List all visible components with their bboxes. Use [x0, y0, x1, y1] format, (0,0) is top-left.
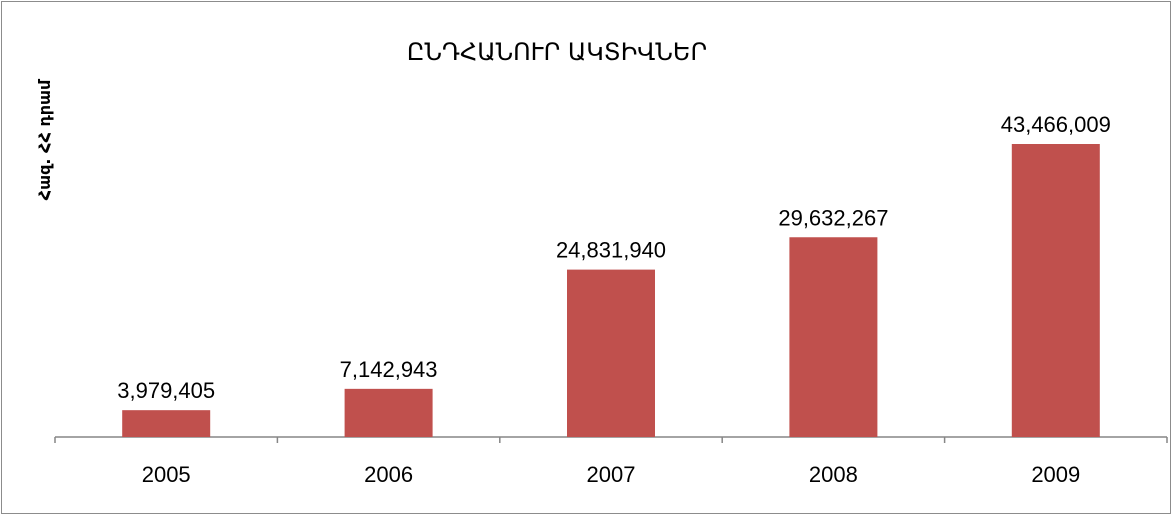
- bars: [122, 144, 1100, 437]
- x-tick-label-2006: 2006: [364, 462, 413, 487]
- x-axis-ticks: [54, 437, 1168, 443]
- x-tick-label-2005: 2005: [142, 462, 191, 487]
- x-tick-label-2007: 2007: [587, 462, 636, 487]
- data-label-2005: 3,979,405: [117, 378, 215, 403]
- bar-2007: [567, 269, 655, 437]
- data-label-2007: 24,831,940: [556, 238, 666, 263]
- data-label-2009: 43,466,009: [1001, 112, 1111, 137]
- y-axis-label: Հազ. ՀՀ դրամ: [35, 78, 54, 200]
- data-label-2006: 7,142,943: [340, 357, 438, 382]
- bar-2005: [122, 410, 211, 437]
- bar-2006: [344, 388, 433, 437]
- chart-title: ԸՆԴՀԱՆՈՒՐ ԱԿՏԻՎՆԵՐ: [407, 38, 707, 66]
- data-labels: 3,979,405 7,142,943 24,831,940 29,632,267 43…: [117, 112, 1111, 403]
- x-tick-label-2009: 2009: [1031, 462, 1080, 487]
- x-tick-labels: 2005 2006 2007 2008 2009: [142, 462, 1081, 487]
- bar-2008: [789, 237, 878, 437]
- x-tick-label-2008: 2008: [809, 462, 858, 487]
- bar-2009: [1011, 144, 1100, 437]
- data-label-2008: 29,632,267: [778, 205, 888, 230]
